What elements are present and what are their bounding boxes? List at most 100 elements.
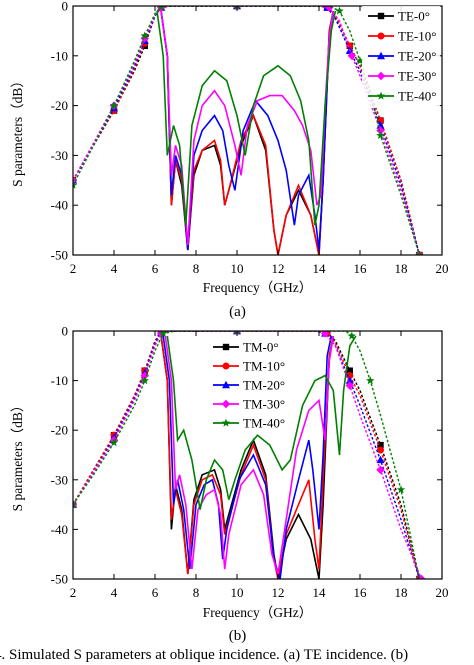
x-tick-label: 12: [272, 261, 285, 276]
series-te40-point: [355, 56, 365, 65]
y-tick-label: -30: [51, 148, 68, 163]
legend-entry: TE-20°: [398, 49, 436, 64]
series-tm20-point: [345, 376, 354, 384]
series-tm40-point: [109, 438, 119, 447]
legend-entry: TE-30°: [398, 69, 436, 84]
y-axis-label: S parameters（dB）: [10, 74, 25, 187]
legend-entry: TM-10°: [243, 359, 285, 374]
y-tick-label: -50: [51, 572, 68, 587]
series-tm30-s11-line: [164, 335, 335, 575]
x-tick-label: 20: [436, 261, 449, 276]
legend-entry: TM-40°: [243, 416, 285, 431]
series-te40-s11-line: [156, 10, 337, 226]
panel-label: (b): [229, 628, 247, 644]
legend-marker: [377, 51, 385, 60]
series-tm0-point: [377, 441, 384, 449]
x-tick-label: 14: [313, 261, 327, 276]
chart-panel-a: 2 4 6 8 10 12 14 16 18 20 0 -10 -20 -30 -40 -50 Frequenc…: [10, 0, 449, 320]
plot-frame: [72, 330, 443, 580]
series-tm10-s21-line: [73, 331, 421, 579]
legend-marker: [377, 32, 385, 40]
legend: TE-0° TE-10° TE-20° TE-30° TE-40°: [362, 6, 440, 108]
series-tm40-s21-line: [73, 331, 421, 579]
series-tm20-s21-line: [73, 331, 421, 579]
x-tick-label: 10: [231, 261, 244, 276]
series-tm40-point: [140, 376, 149, 385]
legend-entry: TM-20°: [243, 378, 285, 393]
series-tm10-point: [377, 446, 384, 454]
legend-entry: TE-40°: [398, 89, 436, 104]
series-tm20-s11-line: [162, 335, 333, 579]
series-tm0-s11-line: [160, 335, 335, 579]
series-tm40-point: [73, 500, 78, 509]
series-tm10-point: [346, 372, 354, 380]
legend-marker: [222, 343, 230, 351]
series-tm30-point: [376, 465, 385, 475]
series-group: [73, 331, 426, 579]
x-tick-label: 8: [193, 261, 200, 276]
series-tm40-point: [396, 485, 406, 494]
series-te10-s11-line: [160, 10, 335, 255]
y-axis-label: S parameters（dB）: [10, 399, 25, 512]
x-tick-label: 4: [111, 585, 118, 600]
series-te40-point: [73, 180, 78, 189]
panel-label: (a): [229, 304, 246, 320]
x-tick-label: 2: [70, 261, 77, 276]
y-tick-label: -40: [51, 198, 68, 213]
series-te30-point: [376, 126, 385, 135]
legend-marker: [221, 399, 231, 409]
series-tm40-point: [347, 331, 356, 340]
x-tick-label: 10: [231, 585, 244, 600]
series-te40-s21-line: [73, 6, 421, 255]
series-te30-point: [140, 34, 149, 43]
series-te40-point: [376, 131, 385, 139]
series-tm20-point: [376, 455, 385, 464]
series-tm40-s11-line: [166, 335, 357, 510]
legend: TM-0° TM-10° TM-20° TM-30° TM-40°: [207, 337, 285, 434]
y-tick-label: 0: [62, 0, 69, 14]
series-tm40-point: [159, 331, 168, 337]
legend-marker: [377, 12, 385, 20]
x-tick-label: 12: [272, 585, 285, 600]
series-tm30-point: [345, 381, 354, 390]
x-tick-label: 16: [354, 585, 368, 600]
y-tick-label: -40: [51, 522, 68, 537]
x-tick-label: 16: [354, 261, 368, 276]
legend-marker: [376, 71, 386, 81]
legend-marker: [222, 362, 230, 370]
x-tick-label: 4: [111, 261, 118, 276]
y-tick-label: -10: [51, 373, 68, 388]
y-tick-label: -20: [51, 423, 68, 438]
x-tick-label: 6: [152, 261, 159, 276]
legend-marker: [376, 91, 386, 100]
x-tick-label: 8: [193, 585, 200, 600]
legend-background: [362, 6, 440, 108]
series-te40-point: [415, 250, 424, 255]
y-tick-label: 0: [62, 324, 69, 339]
y-tick-label: -30: [51, 472, 68, 487]
series-te40-point: [335, 6, 344, 15]
legend-marker: [221, 418, 231, 427]
figure-caption: 4. Simulated S parameters at oblique inc…: [0, 647, 408, 663]
series-tm0-point: [346, 367, 353, 374]
series-te40-point: [157, 6, 165, 11]
legend-entry: TM-0°: [243, 340, 279, 355]
series-tm30-point: [140, 371, 149, 380]
y-tick-label: -50: [51, 248, 68, 263]
x-tick-label: 18: [395, 261, 408, 276]
series-tm40-point: [366, 376, 375, 385]
series-te30-point: [347, 51, 356, 60]
legend-entry: TE-10°: [398, 29, 436, 44]
x-tick-label: 6: [152, 585, 159, 600]
legend-entry: TM-30°: [243, 397, 285, 412]
series-te40-point: [109, 101, 119, 110]
series-te40-point: [140, 31, 149, 40]
x-tick-label: 20: [436, 585, 449, 600]
series-tm30-point: [320, 331, 330, 338]
x-tick-label: 14: [313, 585, 327, 600]
legend-entry: TE-0°: [398, 9, 430, 24]
x-axis-label: Frequency（GHz）: [203, 280, 312, 295]
x-tick-label: 18: [395, 585, 408, 600]
plot-frame: [72, 5, 443, 256]
